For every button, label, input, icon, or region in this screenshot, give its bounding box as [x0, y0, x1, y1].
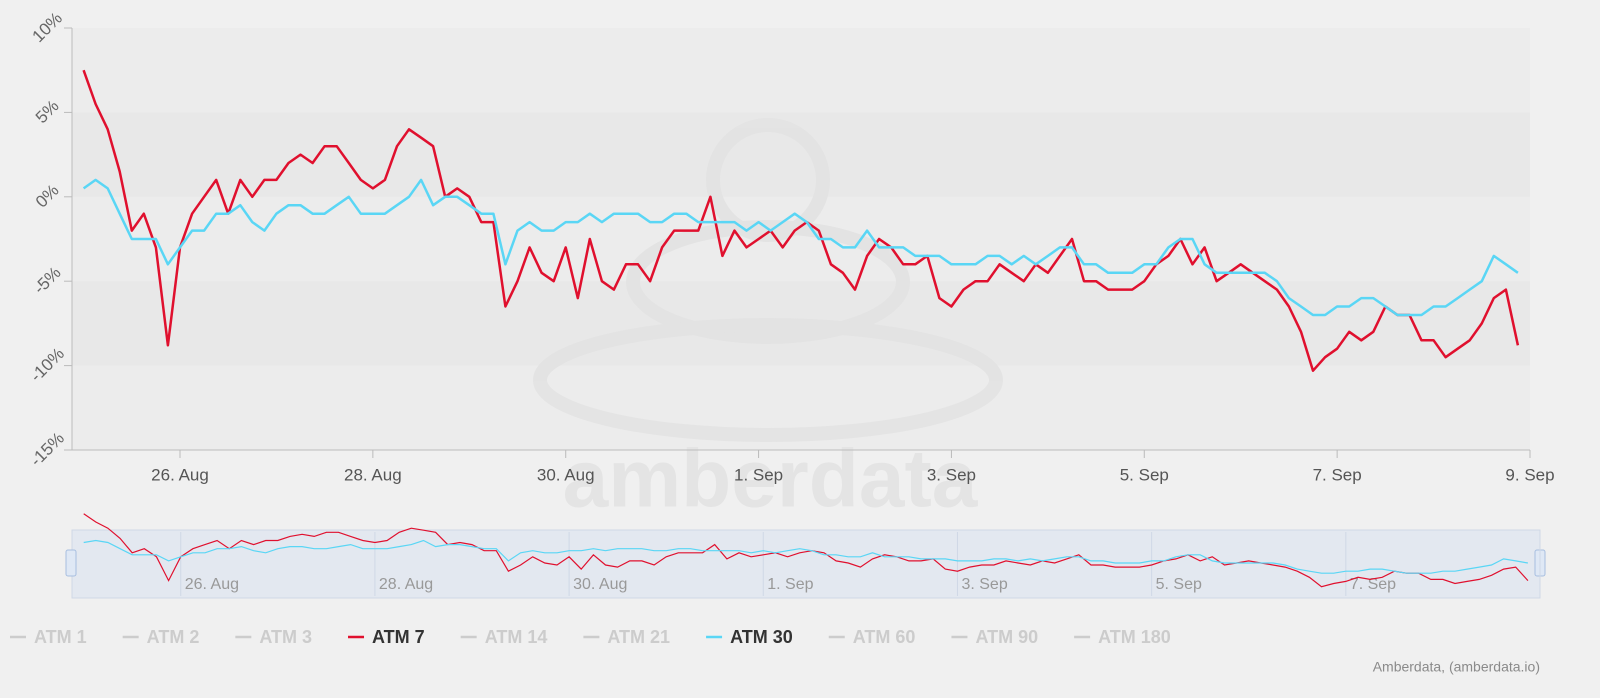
navigator-line — [83, 513, 1529, 588]
legend-item[interactable]: ATM 14 — [485, 627, 548, 647]
legend-item[interactable]: ATM 60 — [853, 627, 916, 647]
legend-item[interactable]: ATM 1 — [34, 627, 87, 647]
navigator-line — [83, 539, 1529, 574]
watermark-text: amberdata — [563, 434, 979, 525]
x-tick-label: 9. Sep — [1505, 465, 1554, 484]
navigator-tick-label: 3. Sep — [961, 576, 1007, 593]
x-tick-label: 7. Sep — [1313, 465, 1362, 484]
x-tick-label: 28. Aug — [344, 465, 402, 484]
legend-item[interactable]: ATM 30 — [730, 627, 793, 647]
legend-item[interactable]: ATM 2 — [147, 627, 200, 647]
navigator-tick-label: 30. Aug — [573, 576, 627, 593]
legend-item[interactable]: ATM 3 — [259, 627, 312, 647]
legend-item[interactable]: ATM 7 — [372, 627, 425, 647]
x-tick-label: 1. Sep — [734, 465, 783, 484]
plot-band — [72, 112, 1530, 197]
legend-item[interactable]: ATM 21 — [607, 627, 670, 647]
navigator-tick-label: 1. Sep — [767, 576, 813, 593]
navigator-tick-label: 7. Sep — [1350, 576, 1396, 593]
credit: Amberdata, (amberdata.io) — [1373, 659, 1540, 675]
legend-item[interactable]: ATM 90 — [975, 627, 1038, 647]
navigator[interactable] — [71, 529, 1541, 599]
navigator-tick-label: 5. Sep — [1156, 576, 1202, 593]
series-line — [82, 178, 1519, 317]
navigator-tick-label: 26. Aug — [185, 576, 239, 593]
legend-item[interactable]: ATM 180 — [1098, 627, 1171, 647]
plot-area — [72, 28, 1530, 450]
navigator-handle[interactable] — [65, 549, 77, 577]
x-tick-label: 3. Sep — [927, 465, 976, 484]
navigator-tick-label: 28. Aug — [379, 576, 433, 593]
watermark-logo — [533, 118, 1003, 442]
x-tick-label: 5. Sep — [1120, 465, 1169, 484]
x-tick-label: 26. Aug — [151, 465, 209, 484]
x-tick-label: 30. Aug — [537, 465, 595, 484]
series-line — [82, 69, 1520, 372]
